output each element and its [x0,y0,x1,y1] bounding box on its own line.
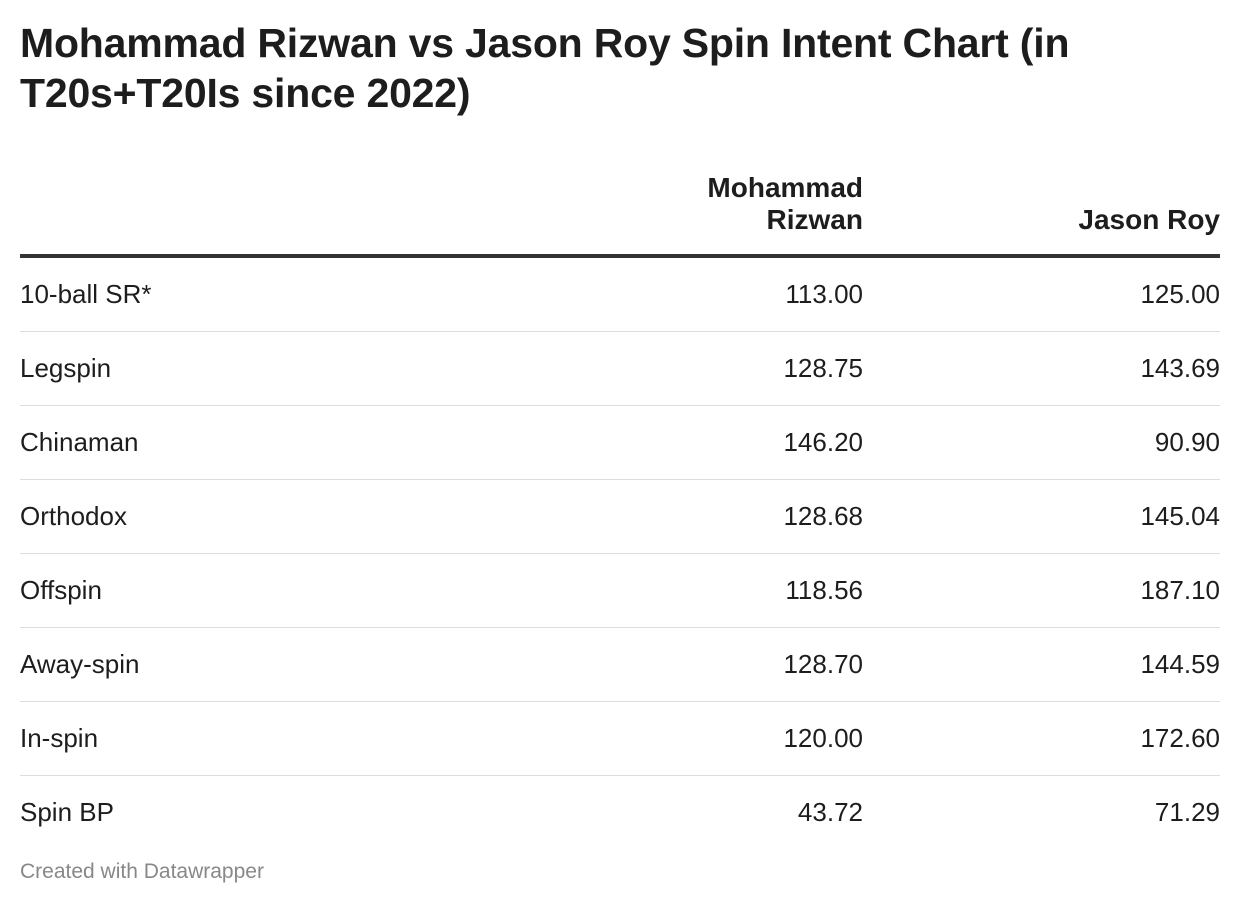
cell-roy: 172.60 [863,701,1220,776]
row-label: Chinaman [20,405,620,480]
cell-roy: 145.04 [863,479,1220,554]
table-header-row: Mohammad Rizwan Jason Roy [20,172,1220,258]
cell-rizwan: 120.00 [620,701,863,776]
chart-title: Mohammad Rizwan vs Jason Roy Spin Intent… [20,20,1070,116]
cell-rizwan: 128.75 [620,331,863,406]
cell-rizwan: 113.00 [620,256,863,332]
table-row: Orthodox 128.68 145.04 [20,479,1220,554]
data-table: Mohammad Rizwan Jason Roy 10-ball SR* 11… [20,172,1220,849]
cell-rizwan: 118.56 [620,553,863,628]
cell-roy: 144.59 [863,627,1220,702]
row-label: 10-ball SR* [20,256,620,332]
column-header-roy: Jason Roy [863,172,1220,258]
cell-rizwan: 146.20 [620,405,863,480]
row-label: Orthodox [20,479,620,554]
row-label: Legspin [20,331,620,406]
cell-rizwan: 128.68 [620,479,863,554]
cell-roy: 125.00 [863,256,1220,332]
table-row: Legspin 128.75 143.69 [20,331,1220,406]
cell-roy: 143.69 [863,331,1220,406]
column-header-label [20,172,620,258]
table-row: 10-ball SR* 113.00 125.00 [20,256,1220,332]
table-row: Chinaman 146.20 90.90 [20,405,1220,480]
row-label: Offspin [20,553,620,628]
datawrapper-credit: Created with Datawrapper [20,860,264,883]
cell-rizwan: 43.72 [797,797,863,827]
cell-rizwan: 128.70 [620,627,863,702]
table-row: Away-spin 128.70 144.59 [20,627,1220,702]
cell-roy: 90.90 [863,405,1220,480]
column-header-rizwan: Mohammad Rizwan [620,172,863,258]
row-label: In-spin [20,701,620,776]
table-row: Offspin 118.56 187.10 [20,553,1220,628]
row-label: Away-spin [20,627,620,702]
chart-container: Mohammad Rizwan vs Jason Roy Spin Intent… [20,18,1220,849]
table-row: In-spin 120.00 172.60 [20,701,1220,776]
table-row: Spin BP 43.72 71.29 [20,776,1220,850]
cell-roy: 71.29 [1154,797,1220,827]
row-label: Spin BP [20,797,114,827]
cell-roy: 187.10 [863,553,1220,628]
